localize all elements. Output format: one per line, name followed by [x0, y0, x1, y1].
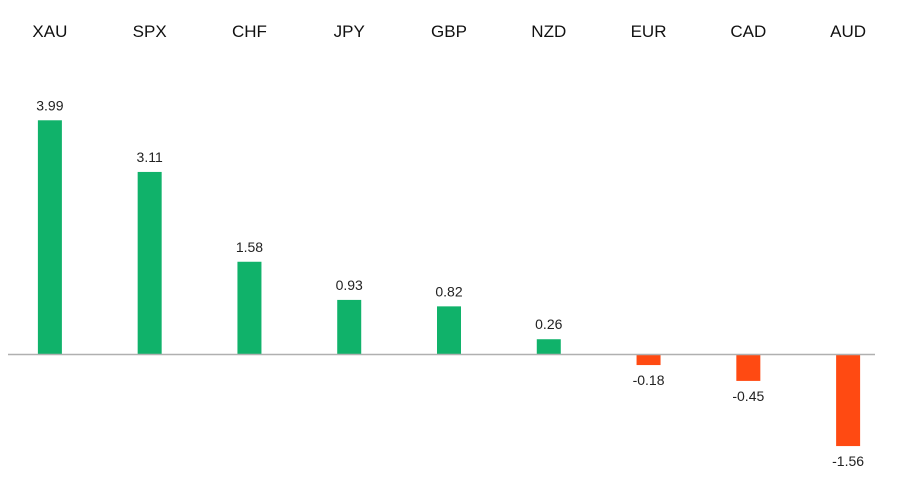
category-label-gbp: GBP: [431, 22, 467, 41]
value-label-xau: 3.99: [36, 97, 63, 113]
bar-nzd: [536, 339, 561, 355]
value-label-jpy: 0.93: [336, 277, 363, 293]
bar-jpy: [337, 299, 362, 355]
value-label-nzd: 0.26: [535, 316, 562, 332]
category-label-cad: CAD: [730, 22, 766, 41]
bar-eur: [636, 354, 661, 366]
bar-chf: [237, 261, 262, 355]
bar-gbp: [437, 306, 461, 355]
value-labels: 3.99 3.11 1.58 0.93 0.82 0.26 -0.18 -0.45 -1.56: [36, 97, 864, 469]
category-label-xau: XAU: [32, 22, 67, 41]
category-label-nzd: NZD: [531, 22, 566, 41]
value-label-chf: 1.58: [236, 239, 263, 255]
category-label-jpy: JPY: [334, 22, 365, 41]
category-labels: XAU SPX CHF JPY GBP NZD EUR CAD AUD: [32, 22, 866, 41]
bar-cad: [736, 354, 761, 381]
bars: [37, 120, 861, 447]
category-label-aud: AUD: [830, 22, 866, 41]
bar-spx: [137, 171, 162, 355]
bar-aud: [836, 354, 861, 447]
value-label-gbp: 0.82: [435, 283, 462, 299]
value-label-eur: -0.18: [633, 372, 665, 388]
category-label-chf: CHF: [232, 22, 267, 41]
category-label-eur: EUR: [631, 22, 667, 41]
value-label-cad: -0.45: [732, 388, 764, 404]
category-label-spx: SPX: [133, 22, 167, 41]
value-label-spx: 3.11: [137, 149, 163, 165]
bar-xau: [37, 120, 62, 355]
value-label-aud: -1.56: [832, 453, 864, 469]
